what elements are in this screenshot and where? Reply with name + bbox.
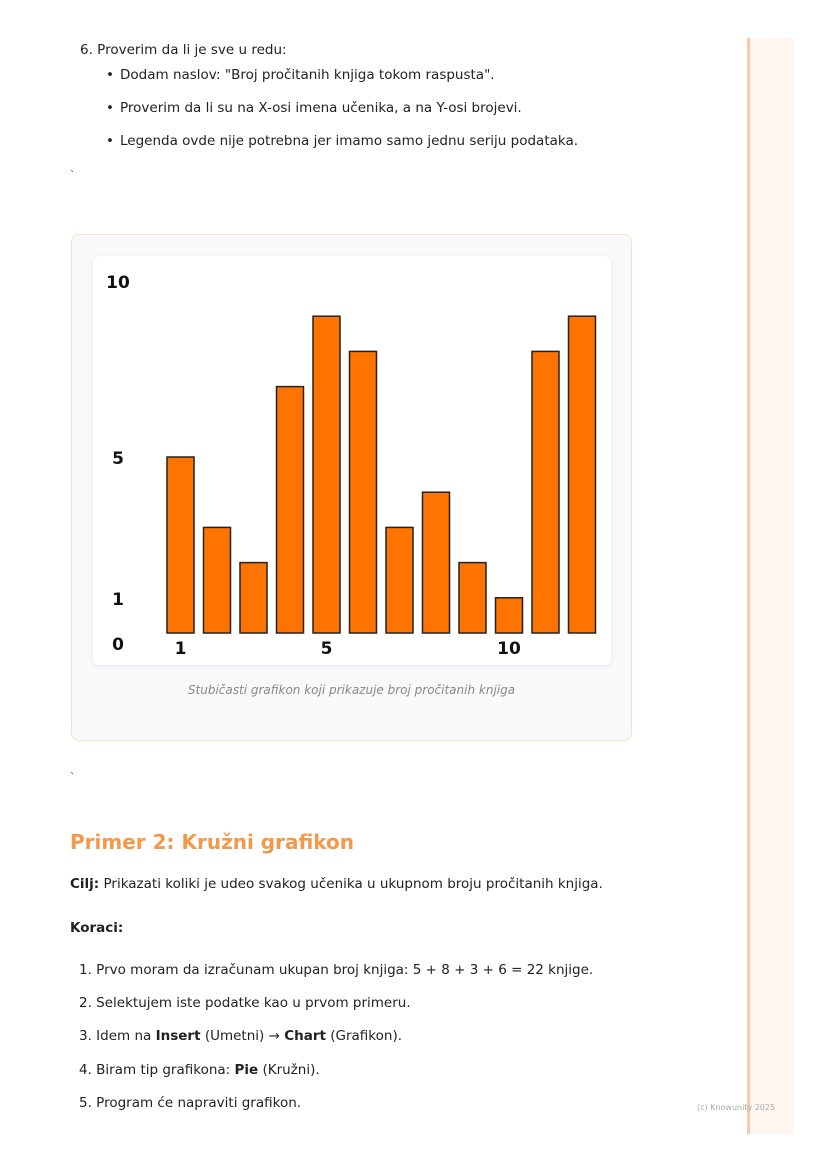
chart-bar — [312, 315, 341, 634]
stray-backtick: ` — [70, 772, 75, 783]
step-3-text: (Grafikon). — [325, 1028, 403, 1044]
list-item-6: 6. Proverim da li je sve u redu: — [80, 42, 287, 58]
chart-bar — [494, 597, 524, 634]
step-4-text: 4. Biram tip grafikona: — [79, 1062, 235, 1078]
page-margin-strip — [747, 38, 794, 1134]
chart-bar — [567, 315, 597, 634]
y-tick-label: 0 — [112, 635, 124, 655]
step-4: 4. Biram tip grafikona: Pie (Kružni). — [79, 1062, 320, 1078]
x-tick-label: 5 — [321, 639, 333, 659]
goal-text: Prikazati koliki je udeo svakog učenika … — [99, 876, 603, 892]
step-2: 2. Selektujem iste podatke kao u prvom p… — [79, 995, 411, 1011]
chart-bar — [385, 526, 414, 634]
chart-caption: Stubičasti grafikon koji prikazuje broj … — [187, 683, 516, 697]
steps-label: Koraci: — [70, 920, 124, 936]
step-1: 1. Prvo moram da izračunam ukupan broj k… — [79, 962, 594, 978]
chart-bar — [458, 561, 487, 634]
bullet-item: Dodam naslov: "Broj pročitanih knjiga to… — [106, 67, 495, 83]
chart-label: Chart — [284, 1028, 326, 1044]
goal-paragraph: Cilj: Prikazati koliki je udeo svakog uč… — [70, 876, 603, 892]
section-title: Primer 2: Kružni grafikon — [70, 830, 355, 854]
chart-bar — [275, 385, 305, 634]
bullet-item: Legenda ovde nije potrebna jer imamo sam… — [106, 133, 578, 149]
chart-card: 0 1 5 10 1 5 10 — [93, 256, 611, 665]
chart-bar — [239, 561, 268, 634]
y-tick-label: 1 — [112, 590, 124, 610]
chart-bar — [531, 350, 560, 634]
y-tick-label: 10 — [106, 273, 130, 293]
bullet-item: Proverim da li su na X-osi imena učenika… — [106, 100, 522, 116]
x-tick-label: 1 — [175, 639, 187, 659]
x-tick-label: 10 — [497, 639, 521, 659]
step-3: 3. Idem na Insert (Umetni) → Chart (Graf… — [79, 1028, 402, 1044]
step-3-text: (Umetni) → — [200, 1028, 285, 1044]
step-3-text: 3. Idem na — [79, 1028, 156, 1044]
goal-label: Cilj: — [70, 876, 100, 892]
chart-figure: 0 1 5 10 1 5 10 Stubičasti grafikon koji prika… — [71, 234, 632, 741]
pie-label: Pie — [234, 1062, 259, 1078]
step-4-text: (Kružni). — [258, 1062, 320, 1078]
step-5: 5. Program će napraviti grafikon. — [79, 1095, 302, 1111]
chart-bar — [348, 350, 378, 634]
copyright-footer: (c) Knowunity 2025 — [697, 1103, 776, 1112]
chart-bar — [166, 456, 195, 634]
chart-bar — [421, 491, 451, 634]
chart-bar — [202, 526, 232, 634]
insert-label: Insert — [155, 1028, 201, 1044]
stray-backtick: ` — [70, 170, 75, 181]
y-tick-label: 5 — [112, 449, 124, 469]
